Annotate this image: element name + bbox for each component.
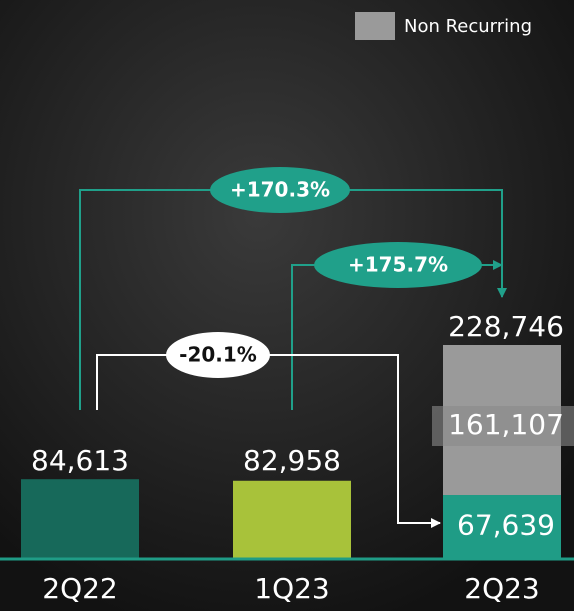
legend-swatch	[355, 12, 395, 40]
bar	[21, 479, 139, 558]
annotation-bubble	[314, 242, 482, 288]
value-label: 228,746	[448, 310, 564, 343]
annotation: +170.3%	[230, 178, 330, 202]
annotation-bubble	[210, 167, 350, 213]
legend-label: Non Recurring	[404, 16, 532, 37]
bar	[443, 495, 561, 558]
annotation: +175.7%	[348, 253, 448, 277]
x-tick-label: 1Q23	[254, 572, 329, 605]
x-tick-label: 2Q23	[464, 572, 539, 605]
annotation-bubble	[166, 332, 270, 378]
x-tick-label: 2Q22	[42, 572, 117, 605]
value-label: 67,639	[457, 509, 555, 542]
label-band	[432, 406, 574, 446]
bar	[233, 480, 351, 558]
value-label: 84,613	[31, 444, 129, 477]
arrow	[96, 354, 441, 528]
value-label: 82,958	[243, 444, 341, 477]
annotation: -20.1%	[179, 343, 257, 367]
value-label: 161,107	[448, 408, 564, 441]
